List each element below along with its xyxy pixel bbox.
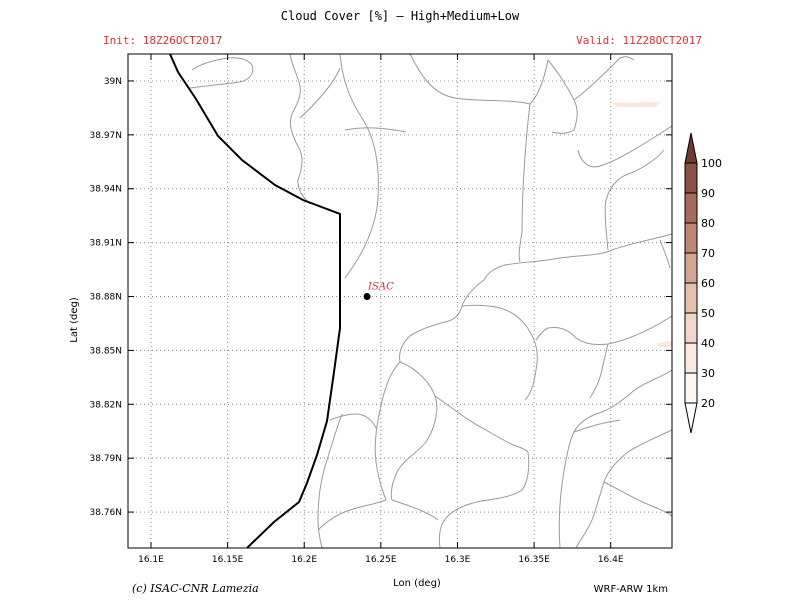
- colorbar-label: 20: [701, 397, 715, 410]
- plot-border: [127, 53, 673, 549]
- colorbar-label: 70: [701, 247, 715, 260]
- station-label: ISAC: [367, 282, 394, 293]
- colorbar-label: 50: [701, 307, 715, 320]
- colorbar-segment: [684, 342, 698, 374]
- colorbar-label: 100: [701, 157, 722, 170]
- grid-lines: [128, 54, 672, 548]
- x-tick-label: 16.1E: [138, 555, 164, 565]
- cloud-patch: [612, 102, 660, 107]
- coastline: [169, 53, 341, 549]
- colorbar-label: 40: [701, 337, 715, 350]
- x-tick-label: 16.4E: [598, 555, 624, 565]
- x-tick-label: 16.25E: [365, 555, 397, 565]
- y-axis-label: Lat (deg): [69, 297, 80, 343]
- x-axis-label: Lon (deg): [393, 578, 441, 589]
- colorbar-high-arrow: [684, 132, 698, 164]
- colorbar-legend: 20 30 40 50 60 70 80 90 100: [684, 132, 722, 434]
- credit-text: (c) ISAC-CNR Lamezia: [132, 582, 259, 595]
- y-tick-label: 38.94N: [90, 185, 123, 195]
- colorbar-segment: [684, 192, 698, 224]
- x-tick-label: 16.3E: [445, 555, 471, 565]
- y-tick-label: 38.85N: [90, 346, 123, 356]
- plot-area: ISAC: [127, 53, 673, 549]
- colorbar-label: 90: [701, 187, 715, 200]
- y-tick-label: 38.82N: [90, 400, 123, 410]
- municipal-boundaries: [189, 53, 673, 549]
- colorbar-label: 30: [701, 367, 715, 380]
- valid-time: Valid: 11Z28OCT2017: [576, 34, 702, 47]
- colorbar-low-arrow: [684, 402, 698, 434]
- init-time: Init: 18Z26OCT2017: [103, 34, 222, 47]
- colorbar-segment: [684, 282, 698, 314]
- x-axis-ticks: 16.1E 16.15E 16.2E 16.25E 16.3E 16.35E 16.4E: [138, 54, 624, 565]
- colorbar-segment: [684, 222, 698, 254]
- colorbar-segment: [684, 162, 698, 194]
- colorbar-segment: [684, 312, 698, 344]
- station-marker: [363, 293, 371, 301]
- y-tick-label: 38.91N: [90, 239, 123, 249]
- colorbar-label: 60: [701, 277, 715, 290]
- model-name: WRF-ARW 1km: [594, 584, 668, 595]
- colorbar-segment: [684, 372, 698, 404]
- x-tick-label: 16.35E: [518, 555, 550, 565]
- colorbar-segment: [684, 252, 698, 284]
- x-tick-label: 16.2E: [291, 555, 317, 565]
- y-tick-label: 38.76N: [90, 508, 123, 518]
- y-tick-label: 38.88N: [90, 293, 123, 303]
- y-tick-label: 38.97N: [90, 131, 123, 141]
- cloud-patch: [657, 341, 672, 347]
- map-title: Cloud Cover [%] — High+Medium+Low: [281, 9, 520, 23]
- x-tick-label: 16.15E: [212, 555, 244, 565]
- y-tick-label: 39N: [104, 77, 122, 87]
- colorbar-label: 80: [701, 217, 715, 230]
- plot-frame: [128, 54, 672, 548]
- y-tick-label: 38.79N: [90, 454, 123, 464]
- y-axis-ticks: 39N 38.97N 38.94N 38.91N 38.88N 38.85N 38.82N 3…: [90, 77, 672, 518]
